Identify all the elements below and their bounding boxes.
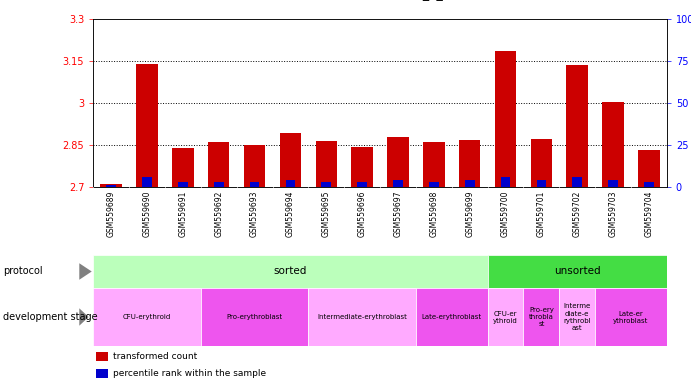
Bar <box>465 180 475 187</box>
Bar <box>416 288 488 346</box>
Bar <box>501 177 511 187</box>
Text: CFU-erythroid: CFU-erythroid <box>123 314 171 320</box>
Bar <box>321 182 331 187</box>
Text: percentile rank within the sample: percentile rank within the sample <box>113 369 267 378</box>
Bar <box>644 182 654 187</box>
Text: protocol: protocol <box>3 266 43 276</box>
Polygon shape <box>79 263 92 280</box>
Bar <box>249 182 259 187</box>
Bar <box>495 51 516 187</box>
Bar <box>106 185 116 187</box>
Bar <box>608 180 618 187</box>
Text: GSM559700: GSM559700 <box>501 190 510 237</box>
Text: GSM559689: GSM559689 <box>106 190 115 237</box>
Bar <box>488 255 667 288</box>
Bar <box>178 182 188 187</box>
Text: GSM559702: GSM559702 <box>573 190 582 237</box>
Bar <box>572 177 582 187</box>
Text: sorted: sorted <box>274 266 307 276</box>
Bar <box>136 64 158 187</box>
Text: GSM559698: GSM559698 <box>429 190 438 237</box>
Text: Intermediate-erythroblast: Intermediate-erythroblast <box>317 314 407 320</box>
Bar <box>201 288 308 346</box>
Bar <box>536 180 546 187</box>
Text: GSM559699: GSM559699 <box>465 190 474 237</box>
Text: unsorted: unsorted <box>554 266 600 276</box>
Bar <box>638 150 660 187</box>
Text: Late-erythroblast: Late-erythroblast <box>422 314 482 320</box>
Text: GSM559694: GSM559694 <box>286 190 295 237</box>
Text: GSM559703: GSM559703 <box>609 190 618 237</box>
Text: GSM559690: GSM559690 <box>142 190 151 237</box>
Text: Late-er
ythroblast: Late-er ythroblast <box>614 311 649 323</box>
Bar <box>208 142 229 187</box>
Bar <box>244 145 265 187</box>
Bar <box>429 182 439 187</box>
Bar <box>524 288 559 346</box>
Bar <box>93 288 201 346</box>
Bar <box>459 140 480 187</box>
Text: GSM559693: GSM559693 <box>250 190 259 237</box>
Text: development stage: development stage <box>3 312 98 322</box>
Bar <box>308 288 416 346</box>
Bar <box>285 180 295 187</box>
Bar <box>142 177 152 187</box>
Bar <box>280 133 301 187</box>
Text: transformed count: transformed count <box>113 352 198 361</box>
Bar <box>100 184 122 187</box>
Text: GSM559691: GSM559691 <box>178 190 187 237</box>
Bar <box>567 65 588 187</box>
Bar <box>316 141 337 187</box>
Bar <box>488 288 524 346</box>
Text: GSM559704: GSM559704 <box>645 190 654 237</box>
Text: Interme
diate-e
rythrobl
ast: Interme diate-e rythrobl ast <box>563 303 591 331</box>
Polygon shape <box>79 308 88 326</box>
Text: GSM559696: GSM559696 <box>358 190 367 237</box>
Bar <box>352 147 373 187</box>
Bar <box>423 142 444 187</box>
Text: GSM559695: GSM559695 <box>322 190 331 237</box>
Bar <box>357 182 367 187</box>
Text: GSM559701: GSM559701 <box>537 190 546 237</box>
Bar <box>595 288 667 346</box>
Text: CFU-er
ythroid: CFU-er ythroid <box>493 311 518 323</box>
Text: GSM559692: GSM559692 <box>214 190 223 237</box>
Bar <box>387 137 408 187</box>
Bar <box>96 369 108 378</box>
Bar <box>172 148 193 187</box>
Text: Pro-ery
throbla
st: Pro-ery throbla st <box>529 307 553 327</box>
Bar <box>214 182 224 187</box>
Bar <box>531 139 552 187</box>
Text: GSM559697: GSM559697 <box>393 190 402 237</box>
Bar <box>93 255 488 288</box>
Bar <box>393 180 403 187</box>
Bar <box>603 102 624 187</box>
Bar <box>96 352 108 361</box>
Text: Pro-erythroblast: Pro-erythroblast <box>227 314 283 320</box>
Bar <box>559 288 595 346</box>
